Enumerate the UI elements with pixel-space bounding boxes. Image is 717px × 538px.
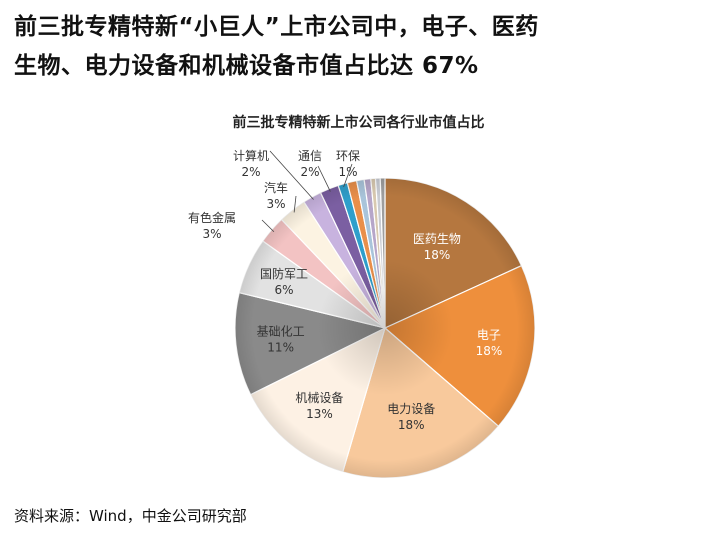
slice-value-label: 18% [398, 418, 425, 432]
slice-label: 汽车 [264, 180, 288, 195]
slice-value-label: 1% [338, 165, 357, 179]
slice-label: 计算机 [233, 148, 269, 163]
slice-label: 电力设备 [387, 402, 435, 416]
slice-label: 通信 [298, 149, 322, 163]
headline: 前三批专精特新“小巨人”上市公司中，电子、医药 生物、电力设备和机械设备市值占比… [14, 8, 704, 86]
headline-line-1: 前三批专精特新“小巨人”上市公司中，电子、医药 [14, 14, 539, 40]
slice-label: 医药生物 [413, 232, 461, 246]
slice-value-label: 11% [267, 341, 294, 355]
slice-label: 国防军工 [260, 266, 308, 281]
slice-value-label: 2% [241, 165, 260, 179]
chart-title: 前三批专精特新上市公司各行业市值占比 [232, 115, 485, 131]
callout-line [261, 219, 275, 233]
slice-value-label: 3% [266, 197, 285, 211]
slice-value-label: 13% [306, 407, 333, 421]
slice-value-label: 3% [202, 227, 221, 241]
slice-label: 电子 [477, 328, 501, 342]
callout-line [343, 163, 353, 188]
callout-line [293, 195, 297, 213]
slice-value-label: 2% [300, 165, 319, 179]
callout-line [317, 165, 331, 192]
source-note: 资料来源：Wind，中金公司研究部 [14, 507, 247, 525]
slice-label: 有色金属 [188, 210, 236, 225]
slice-label: 机械设备 [295, 390, 343, 405]
slice-value-label: 6% [275, 283, 294, 297]
callout-line [269, 150, 314, 200]
headline-line-2: 生物、电力设备和机械设备市值占比达 67% [14, 53, 479, 79]
slice-value-label: 18% [424, 248, 451, 262]
slice-value-label: 18% [476, 344, 503, 358]
slice-label: 基础化工 [257, 325, 305, 339]
slice-label: 环保 [336, 149, 360, 163]
